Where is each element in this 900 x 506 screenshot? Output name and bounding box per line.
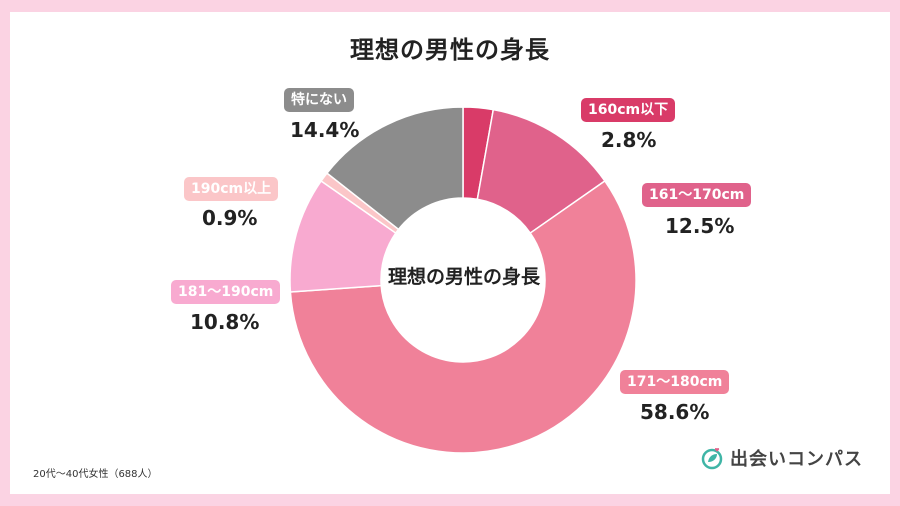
slice-label-4: 190cm以上 xyxy=(184,177,279,201)
slice-value-1: 12.5% xyxy=(665,214,735,238)
brand-logo: 出会いコンパス xyxy=(700,445,863,471)
brand-name: 出会いコンパス xyxy=(730,449,863,470)
slice-value-3: 10.8% xyxy=(190,310,260,334)
slice-value-4: 0.9% xyxy=(202,206,258,230)
slice-label-3: 181〜190cm xyxy=(171,280,281,304)
slice-label-2: 171〜180cm xyxy=(620,370,730,394)
slice-label-5: 特にない xyxy=(284,88,354,112)
slice-value-2: 58.6% xyxy=(640,400,710,424)
donut-center-label: 理想の男性の身長 xyxy=(387,266,540,288)
donut-slice-2 xyxy=(289,179,637,454)
slice-label-0: 160cm以下 xyxy=(581,98,676,122)
footnote: 20代〜40代女性（688人） xyxy=(33,469,158,480)
leaf-heart-logo-icon xyxy=(701,447,723,470)
donut-slice-5 xyxy=(325,106,464,231)
chart-title: 理想の男性の身長 xyxy=(350,36,550,64)
slice-value-0: 2.8% xyxy=(601,128,657,152)
slice-label-1: 161〜170cm xyxy=(642,183,752,207)
slice-value-5: 14.4% xyxy=(290,118,360,142)
